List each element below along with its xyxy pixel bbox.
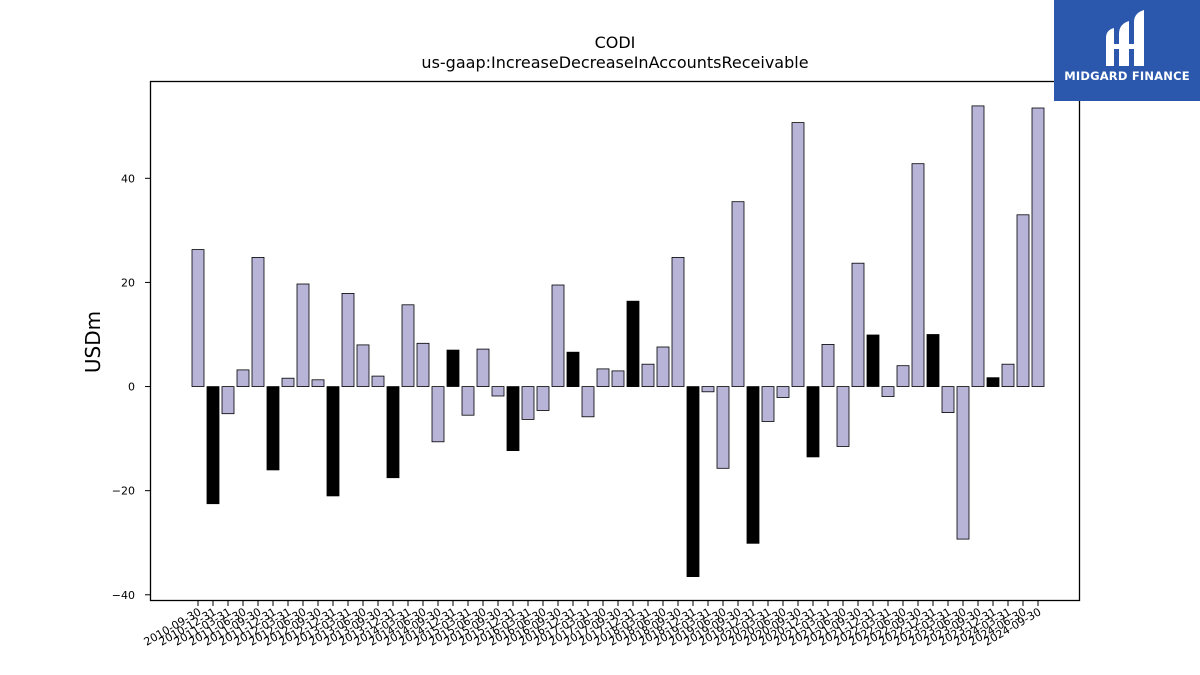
bar-2014-12-31 [446,349,460,387]
bar-2022-06-30 [896,365,910,387]
bar-2012-12-31 [326,386,340,497]
bar-2024-03-31 [1001,363,1015,388]
plot-frame [149,80,1081,602]
bar-2015-06-30 [476,348,490,388]
bar-2021-03-31 [821,343,835,387]
bar-2018-06-30 [656,346,670,387]
bar-2022-03-31 [881,386,895,397]
brand-name: MIDGARD FINANCE [1064,69,1190,83]
bar-2012-09-30 [311,379,325,387]
bar-2024-09-30 [1031,107,1045,387]
bar-2024-06-30 [1016,214,1030,388]
bar-2013-06-30 [356,344,370,387]
bar-2016-09-30 [551,284,565,387]
bar-2017-06-30 [596,368,610,387]
chart-subtitle: us-gaap:IncreaseDecreaseInAccountsReceiv… [421,53,808,72]
bar-2013-09-30 [371,375,385,387]
y-tick-label: 0 [128,381,135,394]
bar-2010-12-31 [206,386,220,505]
y-tick-label: −20 [112,485,135,498]
bar-2020-06-30 [776,386,790,398]
bar-2012-03-31 [281,377,295,387]
bar-2016-06-30 [536,386,550,411]
bar-2018-12-31 [686,386,700,578]
bar-2022-09-30 [911,163,925,387]
bar-2021-06-30 [836,386,850,447]
bar-2015-09-30 [491,386,505,397]
bar-2011-03-31 [221,386,235,415]
bar-2013-12-31 [386,386,400,479]
bar-2019-09-30 [731,201,745,387]
bar-2014-06-30 [416,342,430,387]
x-axis: 2010-09-302010-12-312011-03-312011-06-30… [142,600,1044,649]
bar-2019-03-31 [701,386,715,393]
bar-2022-12-31 [926,334,940,387]
bar-2023-12-31 [986,377,1000,388]
bar-2018-03-31 [641,363,655,388]
bar-2014-03-31 [401,304,415,387]
bar-2019-12-31 [746,386,760,544]
y-tick-label: 20 [121,276,135,289]
bar-2015-12-31 [506,386,520,452]
bar-2013-03-31 [341,292,355,387]
bar-2021-12-31 [866,334,880,387]
bar-2016-12-31 [566,351,580,388]
bar-2015-03-31 [461,386,475,416]
y-tick-label: 40 [121,172,135,185]
bar-2018-09-30 [671,256,685,387]
bar-2014-09-30 [431,386,445,443]
bar-2012-06-30 [296,283,310,387]
bar-2019-06-30 [716,386,730,469]
bar-2020-03-31 [761,386,775,422]
bar-2020-09-30 [791,122,805,387]
bar-2017-12-31 [626,300,640,388]
y-axis: −40 −20 0 20 40 [112,172,151,602]
brand-logo: MIDGARD FINANCE [1054,0,1200,101]
bar-2021-09-30 [851,262,865,388]
bar-2011-09-30 [251,256,265,387]
bar-2023-06-30 [956,386,970,540]
chart-title: CODI [595,33,636,52]
y-axis-label: USDm [81,311,105,373]
bar-2023-03-31 [941,386,955,414]
bar-2017-09-30 [611,370,625,387]
bars-group [191,105,1045,578]
bar-2011-06-30 [236,369,250,387]
bar-2011-12-31 [266,386,280,471]
bar-2016-03-31 [521,386,535,420]
y-tick-label: −40 [112,589,135,602]
bar-2023-09-30 [971,105,985,387]
bar-2017-03-31 [581,386,595,418]
bar-2020-12-31 [806,386,820,458]
bar-2010-09-30 [191,249,205,387]
midgard-logo-icon [1106,10,1144,66]
